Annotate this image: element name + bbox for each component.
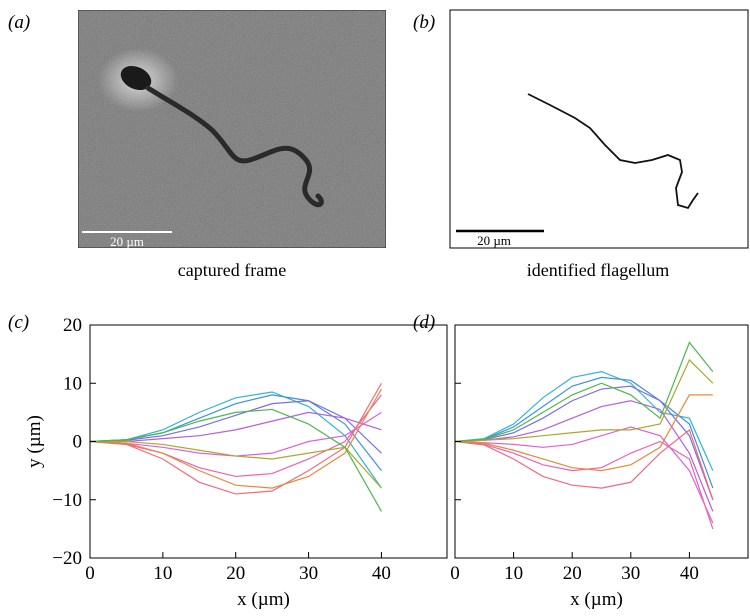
scale-bar-label: 20 µm (110, 234, 144, 249)
scale-bar-label: 20 µm (477, 233, 511, 248)
data-line (90, 394, 382, 478)
x-tick-label: 30 (621, 563, 640, 584)
plot-area (455, 341, 714, 530)
data-line (455, 426, 714, 524)
chart-d: (d) 0 10 20 30 40 x (µm) (413, 312, 749, 610)
y-tick-label: 10 (63, 373, 82, 394)
x-tick-label: 10 (153, 563, 172, 584)
data-line (455, 428, 714, 500)
data-line (90, 408, 382, 512)
data-line (455, 341, 714, 443)
data-line (90, 388, 382, 489)
x-tick-label: 10 (504, 563, 523, 584)
panel-label: (c) (8, 312, 29, 333)
x-tick-label: 0 (85, 563, 95, 584)
data-line (455, 394, 713, 472)
panel-label: (d) (413, 312, 435, 333)
x-tick-label: 30 (299, 563, 318, 584)
caption: captured frame (178, 260, 286, 280)
x-tick-label: 40 (372, 563, 391, 584)
x-axis-label: x (µm) (237, 589, 290, 610)
data-line (90, 440, 382, 489)
data-line (90, 382, 382, 495)
data-line (455, 376, 714, 489)
data-line (90, 411, 382, 443)
y-axis-label: y (µm) (24, 415, 45, 468)
data-line (455, 385, 714, 500)
panel-label: (b) (413, 12, 435, 33)
y-tick-label: −10 (52, 490, 82, 511)
y-tick-label: 20 (63, 315, 82, 336)
chart-c: (c) 0 10 20 30 40 −20 −10 0 10 20 x (µm) y (µm) (8, 312, 448, 610)
x-axis-label: x (µm) (570, 589, 623, 610)
axes-frame (89, 324, 448, 559)
y-tick-label: −20 (52, 548, 82, 569)
data-line (455, 358, 714, 443)
data-line (455, 370, 714, 471)
y-tick-label: 0 (73, 432, 83, 453)
data-line (90, 394, 382, 471)
plot-area (90, 382, 382, 512)
flagellum-trace (527, 93, 699, 210)
captured-frame-image (77, 9, 387, 249)
data-line (455, 400, 714, 512)
data-line (90, 391, 382, 489)
panel-label: (a) (8, 12, 30, 33)
x-tick-label: 40 (680, 563, 699, 584)
data-line (90, 400, 382, 454)
x-tick-label: 20 (226, 563, 245, 584)
identified-flagellum-image (449, 9, 749, 249)
caption: identified flagellum (527, 260, 669, 280)
x-tick-label: 0 (450, 563, 460, 584)
data-line (455, 440, 714, 530)
x-tick-label: 20 (563, 563, 582, 584)
